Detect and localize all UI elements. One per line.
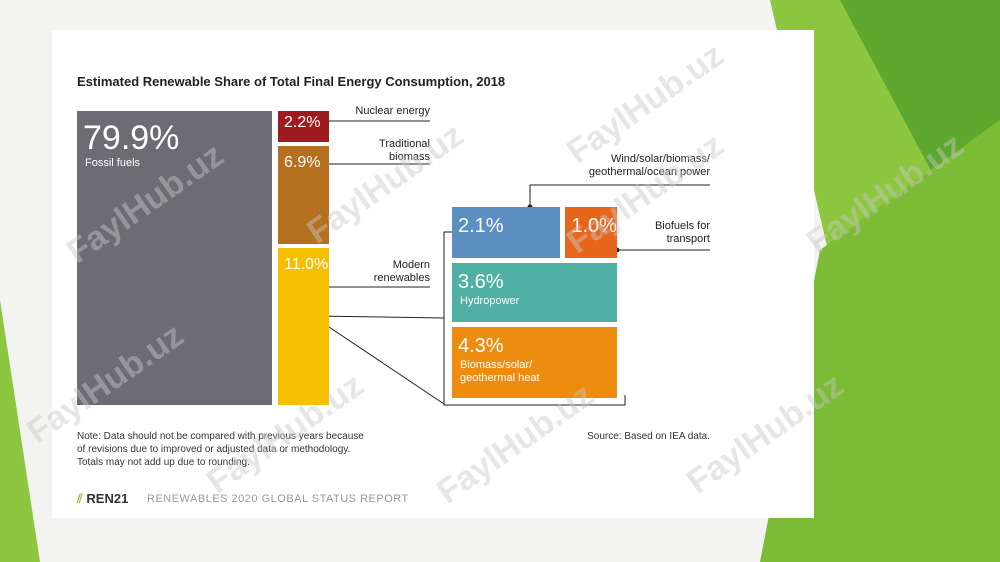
value-label: 2.2% <box>284 114 321 131</box>
value-label: 2.1% <box>458 215 504 237</box>
leader-line <box>529 184 710 207</box>
treemap-cell <box>452 263 617 323</box>
value-label: 1.0% <box>571 215 617 237</box>
category-label: Biofuels for transport <box>654 220 710 245</box>
source: Source: Based on IEA data. <box>587 431 710 442</box>
category-label: Wind/solar/biomass/ geothermal/ocean pow… <box>588 153 710 178</box>
chart-title: Estimated Renewable Share of Total Final… <box>77 74 506 89</box>
category-label: Modern renewables <box>373 259 430 284</box>
value-label: 11.0% <box>284 256 329 274</box>
treemap-cell <box>77 111 272 405</box>
category-label: Fossil fuels <box>85 157 141 169</box>
treemap-cell <box>452 327 617 398</box>
footer-report: RENEWABLES 2020 GLOBAL STATUS REPORT <box>147 493 409 505</box>
treemap-cell <box>565 207 617 258</box>
connector <box>328 326 445 405</box>
value-label: 3.6% <box>458 271 504 293</box>
category-label: Hydropower <box>460 295 520 307</box>
category-label: Nuclear energy <box>355 105 430 117</box>
bracket <box>443 231 626 406</box>
value-label: 79.9% <box>83 119 180 157</box>
category-label: Biomass/solar/ geothermal heat <box>460 359 540 385</box>
treemap-cell <box>278 111 329 143</box>
value-label: 4.3% <box>458 335 504 358</box>
value-label: 6.9% <box>284 154 321 172</box>
note: Note: Data should not be compared with p… <box>77 431 364 468</box>
connector <box>312 315 445 319</box>
treemap-cell <box>452 207 561 258</box>
logo-text: REN21 <box>86 491 129 506</box>
green-shape <box>760 120 1000 562</box>
logo-icon: ⫽ <box>77 491 87 506</box>
green-shape <box>0 300 40 562</box>
treemap-cell <box>278 146 329 245</box>
category-label: Traditional biomass <box>379 138 430 163</box>
footer-logo: ⫽ REN21 <box>77 491 128 507</box>
treemap-cell <box>278 248 329 405</box>
